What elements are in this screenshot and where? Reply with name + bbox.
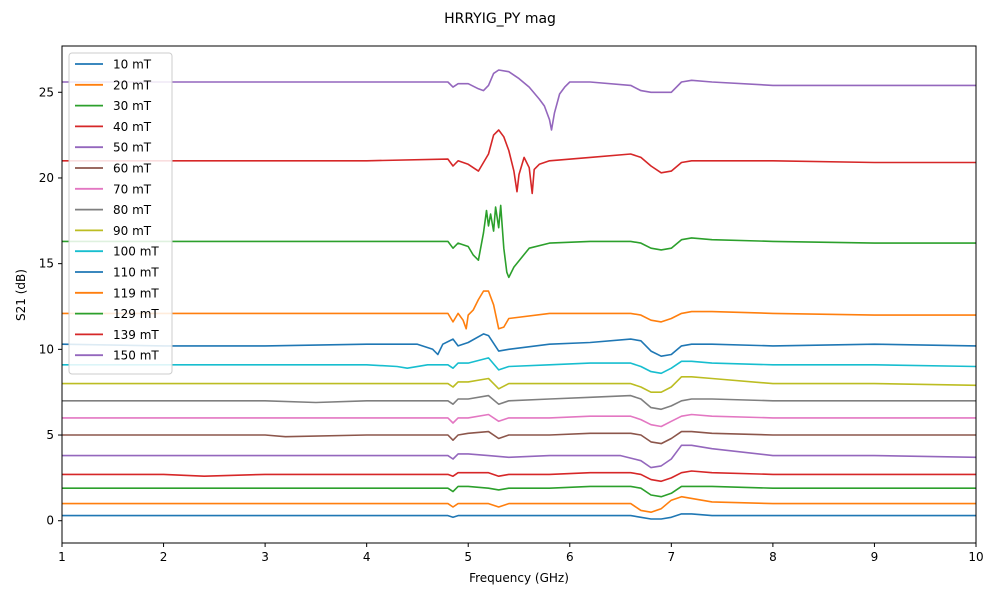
legend: 10 mT 20 mT 30 mT 40 mT 50 mT 60 mT 70 mT 80 mT…	[68, 52, 173, 375]
legend-label: 70 mT	[113, 182, 152, 196]
y-tick-label: 25	[39, 85, 54, 99]
series-line-12	[62, 290, 976, 330]
x-tick-label: 4	[363, 550, 371, 564]
y-axis: 0 5 10 15 20 25	[39, 85, 62, 528]
legend-label: 10 mT	[113, 58, 152, 72]
x-tick-label: 9	[871, 550, 879, 564]
legend-label: 119 mT	[113, 286, 159, 300]
legend-label: 80 mT	[113, 203, 152, 217]
x-tick-label: 5	[464, 550, 472, 564]
series-line-10	[62, 357, 977, 375]
legend-label: 100 mT	[113, 245, 159, 259]
x-tick-label: 3	[261, 550, 269, 564]
legend-label: 60 mT	[113, 162, 152, 176]
series-line-6	[62, 430, 976, 445]
series-line-11	[61, 333, 977, 357]
plot-frame	[61, 45, 977, 544]
x-tick-label: 2	[160, 550, 168, 564]
series-line-4	[62, 470, 976, 483]
legend-label: 40 mT	[113, 120, 152, 134]
series-line-1	[62, 513, 976, 520]
y-tick-label: 0	[46, 514, 54, 528]
x-tick-label: 7	[668, 550, 676, 564]
x-tick-label: 8	[769, 550, 777, 564]
legend-label: 150 mT	[113, 349, 159, 363]
series-line-5	[62, 444, 977, 469]
y-tick-label: 10	[39, 342, 54, 356]
legend-label: 110 mT	[113, 266, 159, 280]
x-axis-label: Frequency (GHz)	[469, 571, 569, 585]
chart-title: HRRYIG_PY mag	[444, 11, 556, 27]
legend-label: 20 mT	[113, 78, 152, 92]
series-line-2	[62, 495, 976, 513]
legend-label: 30 mT	[113, 99, 152, 113]
x-tick-label: 6	[566, 550, 574, 564]
series-line-13	[62, 204, 976, 279]
x-tick-label: 10	[968, 550, 983, 564]
x-tick-label: 1	[58, 550, 66, 564]
series-line-9	[62, 376, 977, 393]
legend-label: 129 mT	[113, 307, 159, 321]
series-line-8	[62, 394, 976, 411]
y-tick-label: 5	[46, 428, 54, 442]
legend-box	[68, 52, 173, 375]
legend-label: 139 mT	[113, 328, 159, 342]
y-tick-label: 20	[39, 171, 54, 185]
y-axis-label: S21 (dB)	[14, 269, 28, 321]
legend-label: 90 mT	[113, 224, 152, 238]
y-tick-label: 15	[39, 257, 54, 271]
legend-label: 50 mT	[113, 141, 152, 155]
x-axis: 1 2 3 4 5 6 7 8 9 10	[58, 543, 984, 564]
series-line-3	[62, 485, 976, 498]
series-line-7	[62, 413, 976, 428]
series-line-15	[62, 69, 976, 131]
series-layer	[61, 69, 977, 520]
series-line-14	[62, 129, 976, 195]
